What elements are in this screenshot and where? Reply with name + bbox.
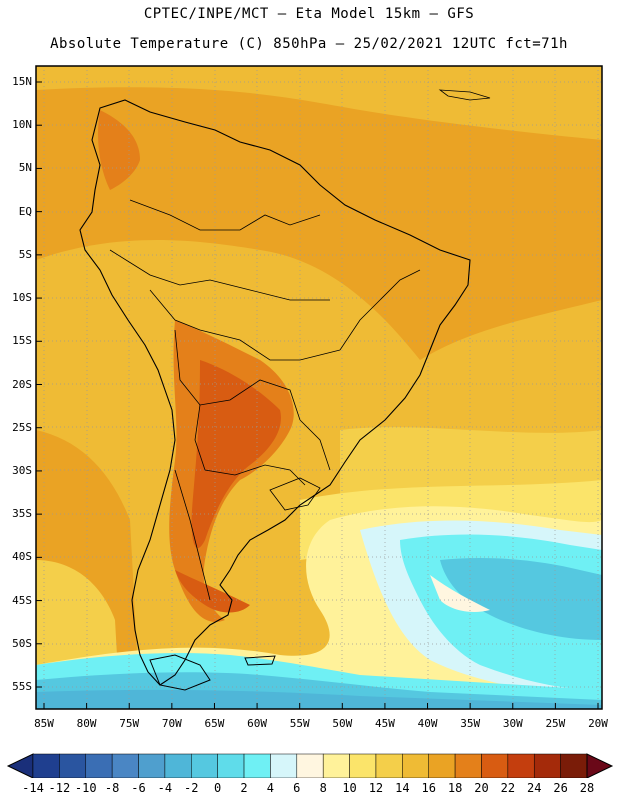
colorbar-label: -4 — [157, 781, 173, 795]
colorbar-swatch — [296, 753, 324, 778]
colorbar-label: 12 — [368, 781, 384, 795]
lat-label: EQ — [18, 204, 32, 218]
lat-label: 50S — [12, 636, 32, 650]
lon-label: 70W — [161, 717, 182, 730]
colorbar-label: 24 — [527, 781, 542, 795]
lat-label: 45S — [12, 593, 32, 607]
colorbar-min-arrow — [6, 753, 34, 778]
colorbar-swatch — [402, 753, 429, 778]
colorbar-swatch — [322, 753, 350, 778]
lon-label: 25W — [545, 717, 566, 730]
lon-label: 60W — [247, 717, 267, 730]
lat-label: 40S — [12, 550, 32, 564]
colorbar-label: 28 — [579, 781, 595, 795]
colorbar-swatch — [111, 753, 139, 778]
colorbar-label: 16 — [421, 781, 436, 795]
colorbar-swatch — [191, 753, 218, 778]
lat-label: 55S — [12, 680, 32, 693]
country-borders — [109, 199, 421, 601]
colorbar-swatch — [560, 753, 588, 778]
colorbar-label: 8 — [319, 781, 327, 795]
colorbar-label: -2 — [184, 781, 199, 795]
colorbar-swatch — [375, 753, 403, 778]
colorbar-label: -6 — [131, 781, 146, 795]
lat-label: 15N — [12, 75, 32, 88]
colorbar-label: -14 — [22, 781, 44, 795]
colorbar-max-arrow — [586, 753, 614, 778]
colorbar-swatch — [533, 753, 561, 778]
lat-label: 5N — [18, 161, 32, 175]
colorbar-swatch — [59, 753, 87, 778]
colorbar-swatch — [428, 753, 456, 778]
colorbar-swatch — [481, 753, 509, 778]
lon-label: 65W — [204, 717, 225, 730]
colorbar-label: 18 — [447, 781, 463, 795]
tierra-del-fuego — [149, 654, 211, 691]
lat-label: 5S — [18, 247, 32, 261]
axis-ticks — [36, 81, 599, 709]
colorbar-label: 2 — [240, 781, 248, 795]
chart-title-line1: CPTEC/INPE/MCT – Eta Model 15km – GFS — [143, 6, 475, 22]
colorbar-label: 26 — [553, 781, 568, 795]
colorbar-swatch — [349, 753, 377, 778]
colorbar-label: -12 — [48, 781, 71, 795]
colorbar-label: -10 — [74, 781, 97, 795]
colorbar-label: 20 — [474, 781, 489, 795]
caribbean-islands — [438, 89, 491, 101]
colorbar-swatch — [507, 753, 535, 778]
colorbar-label: 0 — [214, 781, 222, 795]
colorbar-swatch — [138, 753, 166, 778]
colorbar-label: 4 — [266, 781, 275, 795]
lon-label: 20W — [588, 717, 608, 730]
lon-label: 30W — [502, 717, 523, 730]
lat-label: 20S — [12, 377, 32, 391]
lon-label: 40W — [417, 717, 438, 730]
colorbar-swatch — [243, 753, 271, 778]
colorbar-swatch — [32, 753, 60, 778]
lat-label: 15S — [12, 334, 32, 348]
lon-label: 85W — [34, 717, 54, 730]
lon-label: 80W — [76, 717, 97, 730]
colorbar-label: 14 — [395, 781, 410, 795]
chart-title-line2: Absolute Temperature (C) 850hPa – 25/02/… — [50, 36, 568, 52]
map-frame — [35, 65, 603, 710]
colorbar-swatch — [164, 753, 192, 778]
lat-label: 35S — [12, 507, 32, 521]
colorbar — [6, 753, 614, 778]
colorbar-swatch — [454, 753, 482, 778]
colorbar-swatch — [270, 753, 298, 778]
colorbar-label: -8 — [104, 781, 120, 795]
colorbar-swatch — [85, 753, 113, 778]
lat-label: 30S — [12, 463, 32, 477]
lat-label: 25S — [12, 420, 32, 434]
lon-label: 55W — [289, 717, 310, 730]
colorbar-label: 22 — [500, 781, 516, 795]
lon-label: 35W — [460, 717, 481, 730]
lon-label: 75W — [119, 717, 140, 730]
falkland-islands — [244, 655, 276, 666]
south-america-coastline — [79, 99, 471, 686]
lat-label: 10S — [12, 291, 32, 305]
colorbar-swatch — [217, 753, 245, 778]
temperature-field — [36, 66, 602, 709]
lon-label: 45W — [374, 717, 395, 730]
colorbar-label: 10 — [342, 781, 357, 795]
lat-label: 10N — [12, 118, 32, 132]
lon-label: 50W — [332, 717, 353, 730]
colorbar-label: 6 — [293, 781, 301, 795]
